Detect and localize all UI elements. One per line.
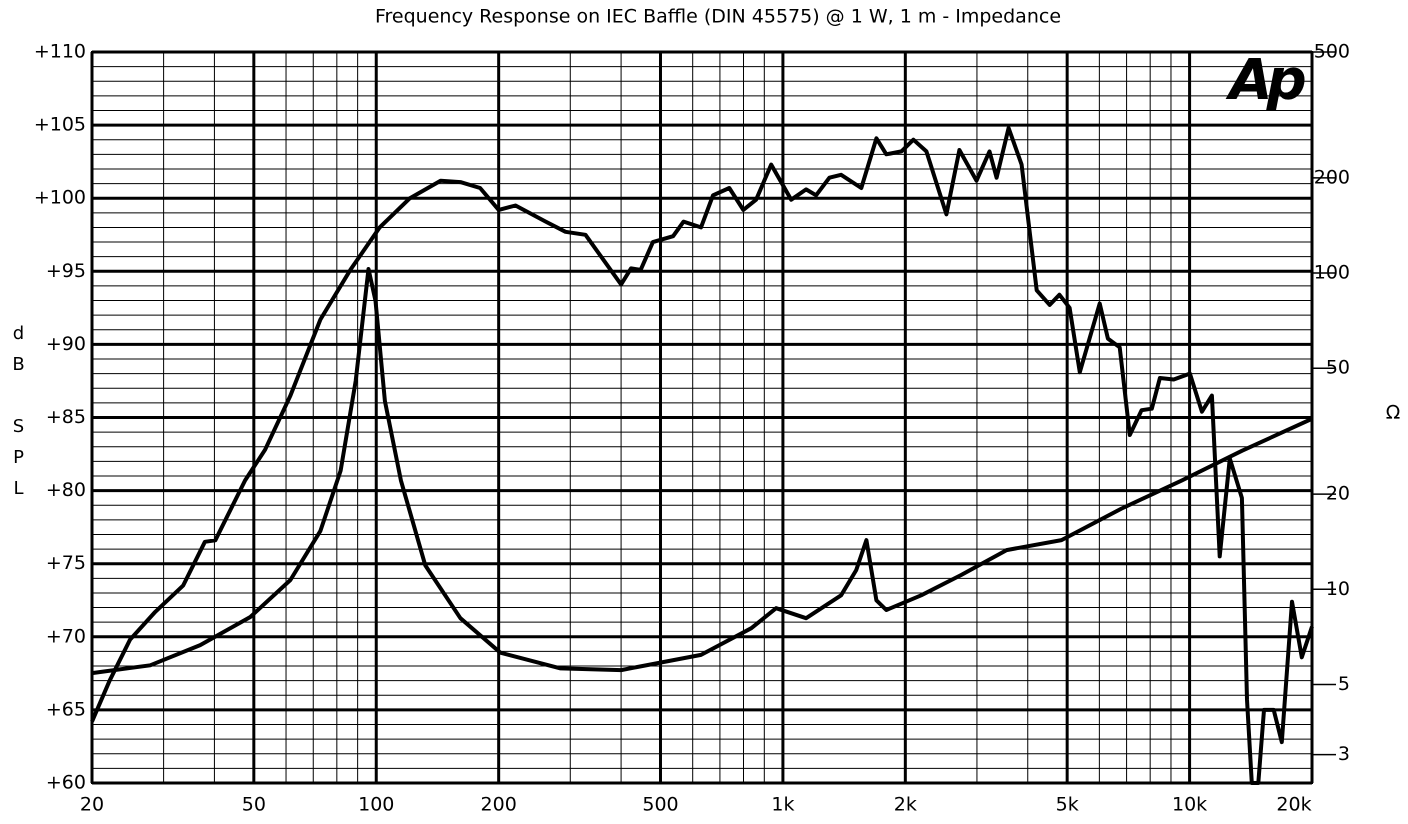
x-tick-label: 500 (642, 794, 678, 816)
x-tick-label: 5k (1056, 794, 1079, 816)
x-tick-label: 20k (1276, 794, 1311, 816)
y2-tick-label: 50 (1326, 357, 1350, 379)
x-tick-label: 2k (894, 794, 917, 816)
y-tick-label: +85 (46, 406, 86, 428)
x-tick-label: 100 (358, 794, 394, 816)
y-tick-label: +105 (34, 114, 86, 136)
y-tick-label: +90 (46, 333, 86, 355)
y-tick-label: +60 (46, 772, 86, 794)
data-line (91, 267, 1313, 676)
y2-axis-label: Ω (1386, 402, 1401, 424)
y2-tick-label: 10 (1326, 578, 1350, 600)
y-tick-label: +75 (46, 552, 86, 574)
y2-tick-label: 3 (1338, 743, 1350, 765)
logo: Ap (1225, 48, 1304, 113)
y-tick-label: +100 (34, 187, 86, 209)
data-line (90, 126, 1314, 785)
plot-frame (91, 51, 1313, 784)
x-tick-label: 50 (242, 794, 266, 816)
y-axis-label: dB SPL (8, 323, 29, 509)
x-tick-label: 200 (481, 794, 517, 816)
chart-title: Frequency Response on IEC Baffle (DIN 45… (375, 6, 1061, 28)
y2-tick-label: 500 (1314, 41, 1350, 63)
x-tick-label: 1k (771, 794, 794, 816)
y2-tick-label: 200 (1314, 166, 1350, 188)
y-tick-label: +95 (46, 260, 86, 282)
x-tick-label: 20 (80, 794, 104, 816)
x-tick-label: 10k (1172, 794, 1207, 816)
y-tick-label: +110 (34, 41, 86, 63)
y2-tick-label: 5 (1338, 673, 1350, 695)
y2-tick-label: 100 (1314, 262, 1350, 284)
y-tick-label: +65 (46, 698, 86, 720)
y-tick-label: +70 (46, 625, 86, 647)
y2-tick-label: 20 (1326, 483, 1350, 505)
y-tick-label: +80 (46, 479, 86, 501)
